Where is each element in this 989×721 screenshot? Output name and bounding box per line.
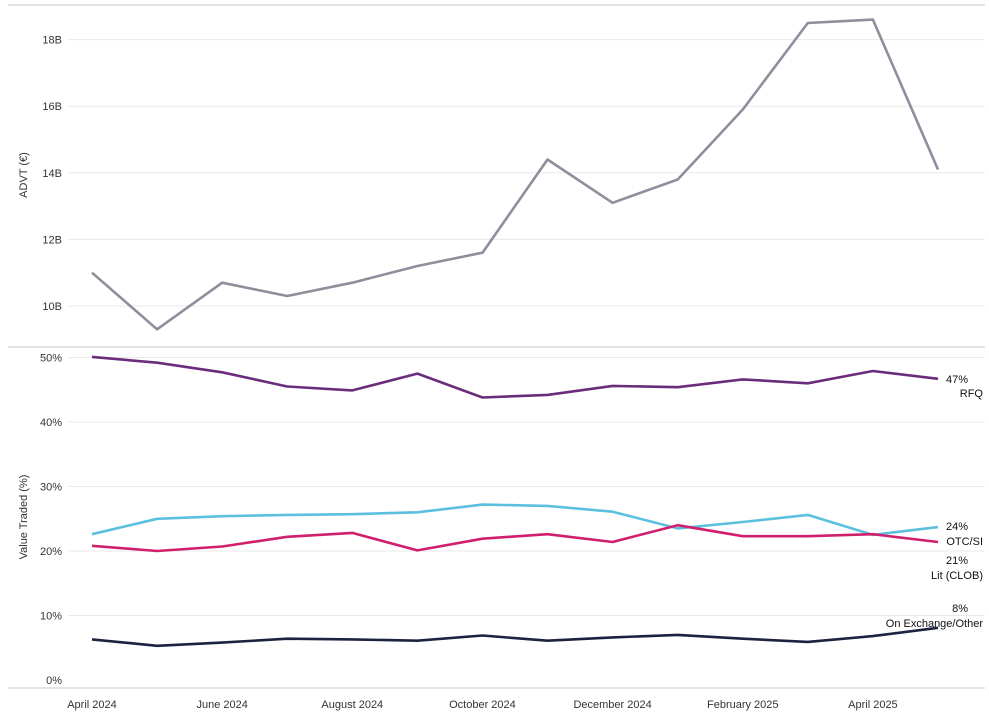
advt-y-tick-label: 14B (42, 168, 62, 180)
rfq-line (91, 355, 939, 399)
value-traded-y-tick-label: 50% (40, 353, 62, 365)
advt-series-line (91, 18, 940, 331)
top-y-axis-title: ADVT (€) (18, 152, 30, 198)
on-exchange-other-end-value-label: 8% (952, 603, 968, 615)
otc-si-line (91, 503, 939, 537)
on-exchange-other-series-label: On Exchange/Other (886, 618, 984, 630)
otc-si-end-value-label: 24% (946, 521, 968, 533)
x-tick-label: April 2024 (67, 699, 117, 711)
rfq-series-label: RFQ (960, 388, 984, 400)
lit-clob-end-value-label: 21% (946, 555, 968, 567)
value-traded-y-tick-label: 30% (40, 482, 62, 494)
rfq-end-value-label: 47% (946, 374, 968, 386)
value-traded-y-tick-label: 0% (46, 675, 62, 687)
value-traded-y-tick-label: 10% (40, 611, 62, 623)
lit-clob-line (91, 523, 939, 553)
x-tick-label: April 2025 (848, 699, 898, 711)
x-tick-label: February 2025 (707, 699, 779, 711)
x-tick-label: December 2024 (573, 699, 651, 711)
x-tick-label: October 2024 (449, 699, 516, 711)
x-tick-label: June 2024 (196, 699, 247, 711)
otc-si-series-label: OTC/SI (946, 536, 983, 548)
value-traded-panel: 0% 10% 20% 30% 40% 50% April 2024 June 2024 Augu… (40, 353, 985, 711)
advt-panel: 10B 12B 14B 16B 18B (42, 18, 985, 331)
on-exchange-other-line (91, 626, 939, 648)
bottom-y-axis-title: Value Traded (%) (18, 475, 30, 560)
x-tick-label: August 2024 (321, 699, 383, 711)
lit-clob-series-label: Lit (CLOB) (931, 570, 983, 582)
value-traded-y-tick-label: 20% (40, 546, 62, 558)
advt-y-tick-label: 16B (42, 101, 62, 113)
advt-y-tick-label: 10B (42, 301, 62, 313)
advt-y-tick-label: 12B (42, 234, 62, 246)
value-traded-y-tick-label: 40% (40, 417, 62, 429)
advt-y-tick-label: 18B (42, 35, 62, 47)
